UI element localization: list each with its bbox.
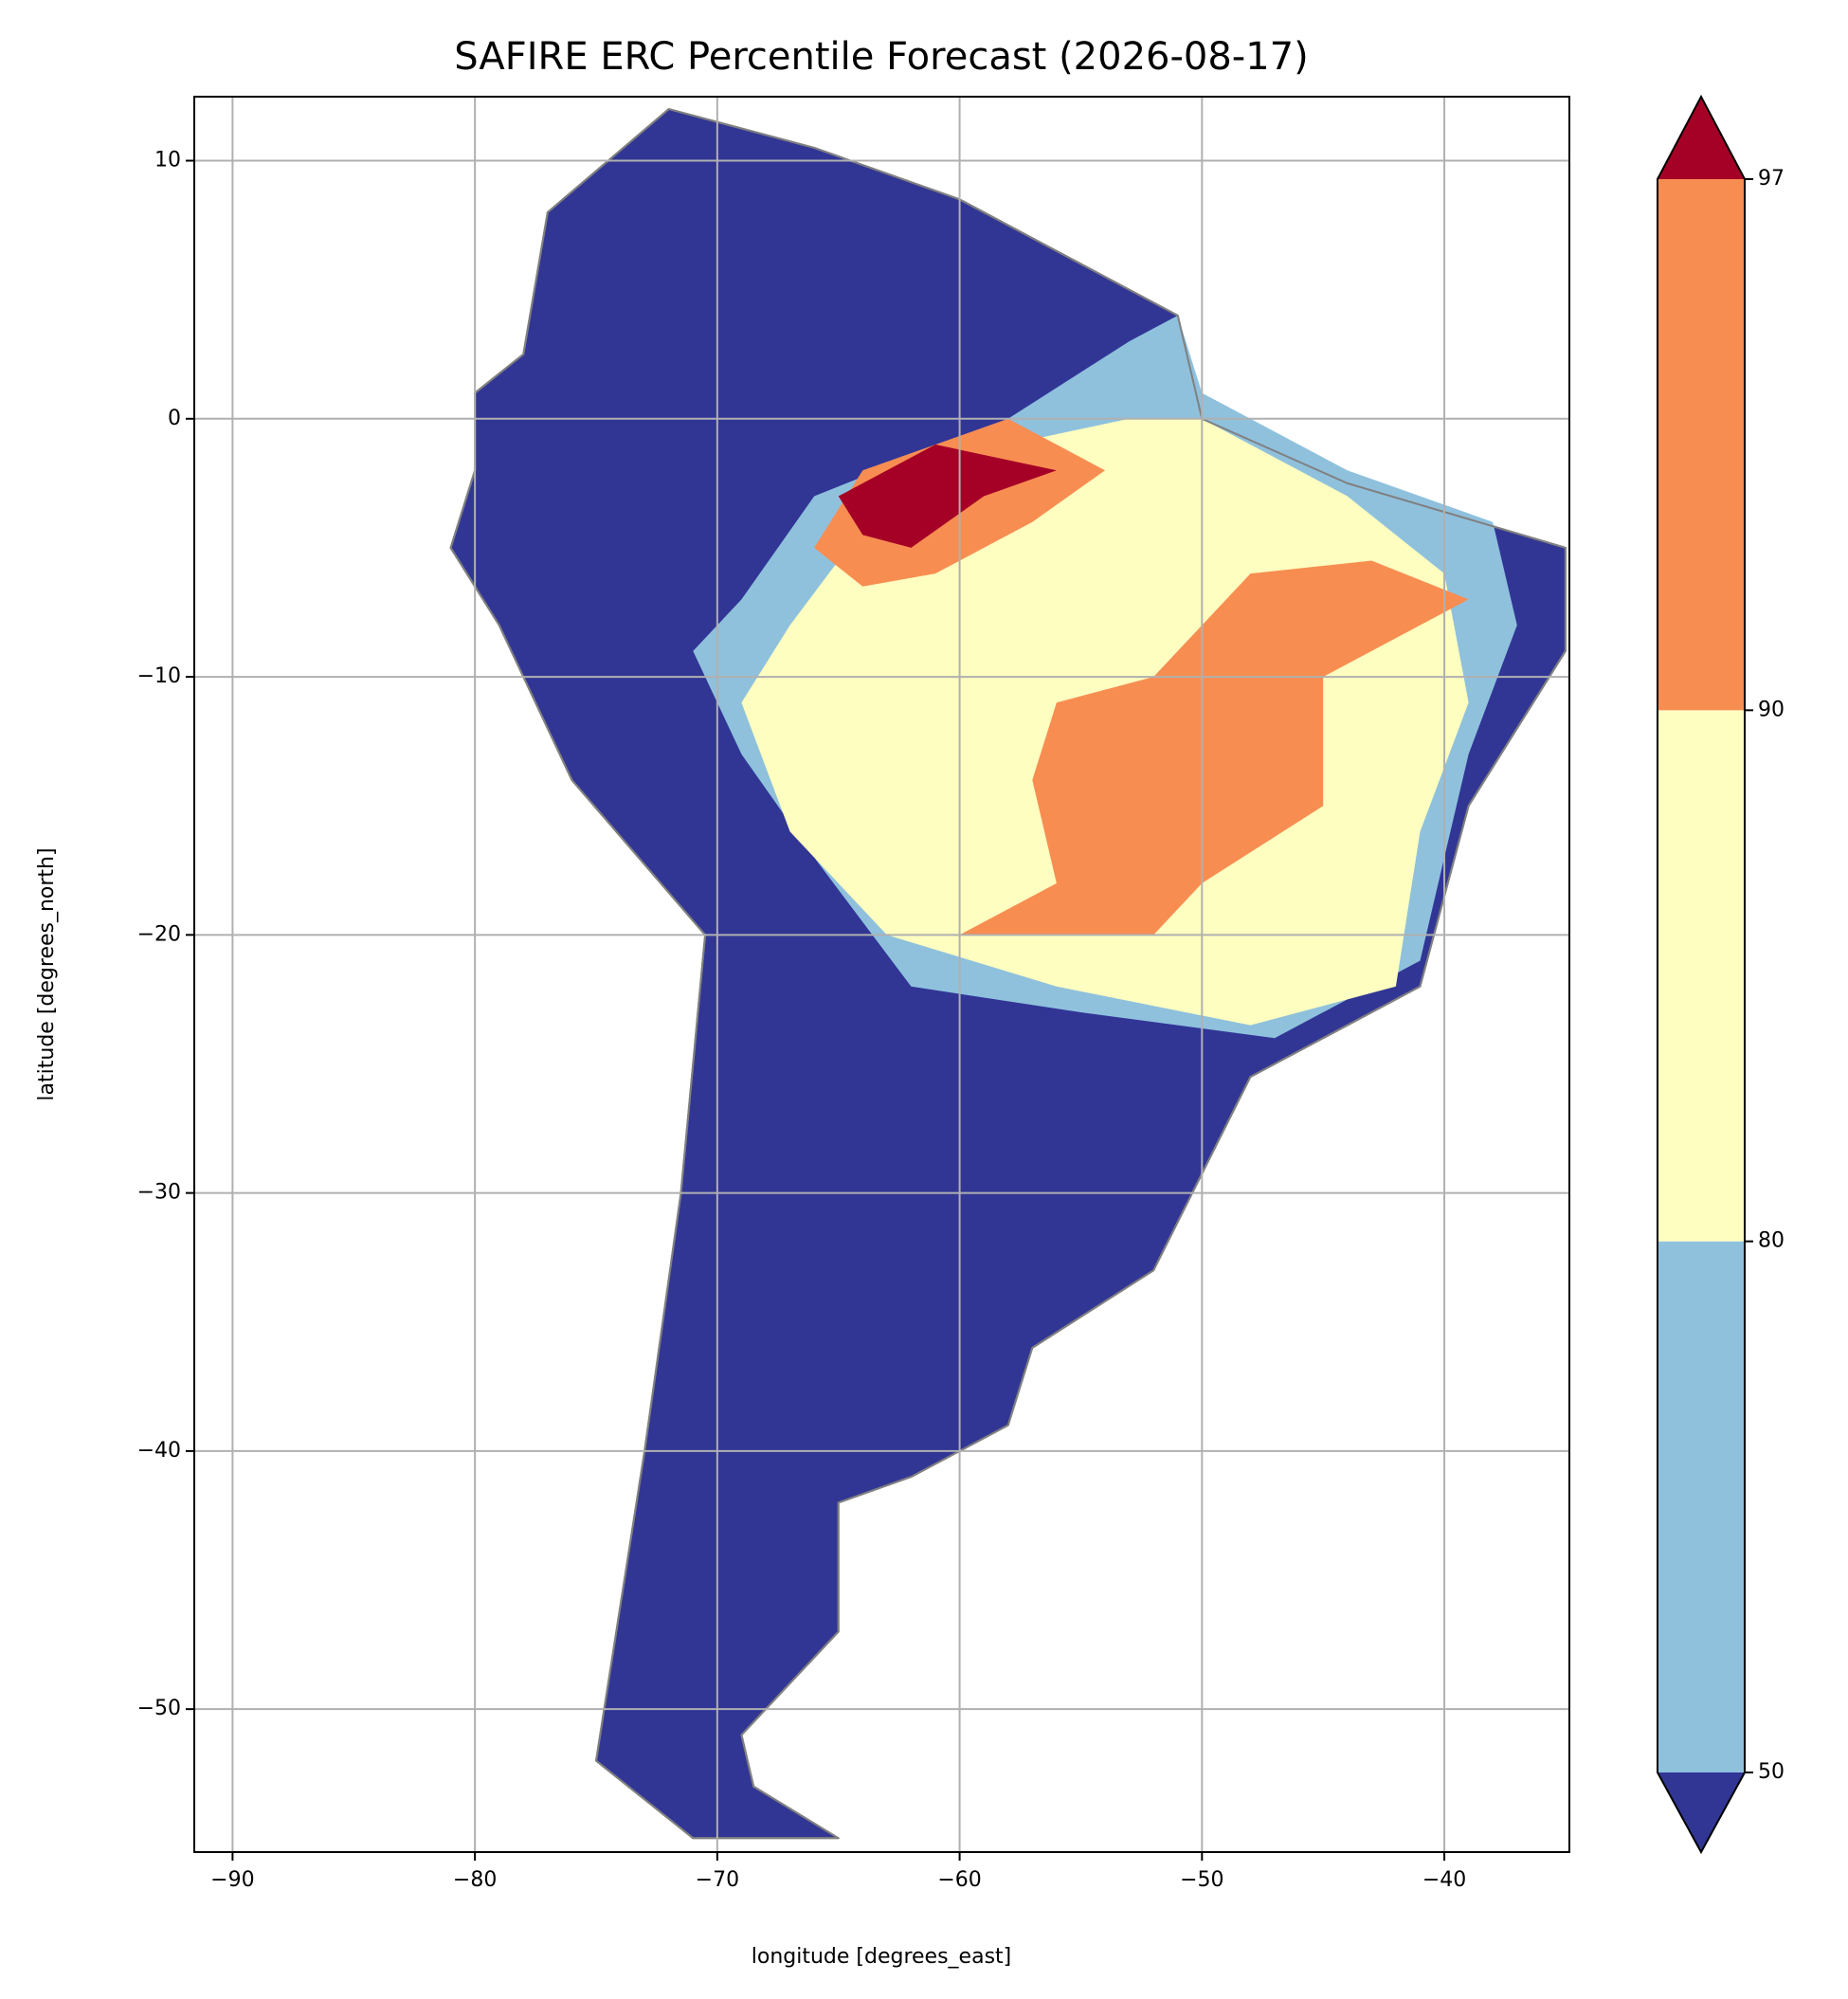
colorbar-tick-label: 80 (1758, 1229, 1785, 1253)
x-tick-label: −90 (210, 1868, 254, 1892)
region-above-97 (838, 445, 1057, 548)
axes-frame (193, 96, 1570, 1853)
colorbar-tick-label: 97 (1758, 167, 1785, 191)
region-90-97 (959, 560, 1469, 936)
colorbar-extend-over (1658, 97, 1745, 179)
grid (194, 97, 1569, 1852)
colorbar-segment (1658, 179, 1745, 711)
colorbar-tick-label: 50 (1758, 1760, 1785, 1784)
x-tick-label: −70 (696, 1868, 739, 1892)
map (451, 109, 1566, 1838)
continent-outline (451, 109, 1566, 1838)
y-axis-label: latitude [degrees_north] (35, 847, 59, 1100)
colorbar-segment (1658, 710, 1745, 1242)
colorbar-tick-label: 90 (1758, 698, 1785, 721)
colorbar-extend-under (1658, 1772, 1745, 1852)
x-tick-label: −50 (1180, 1868, 1223, 1892)
colorbar-segment (1658, 1241, 1745, 1772)
y-tick-label: 10 (154, 149, 181, 173)
y-tick-label: −20 (137, 922, 181, 946)
x-tick-label: −60 (937, 1868, 981, 1892)
y-tick-label: −10 (137, 664, 181, 688)
x-tick-label: −80 (453, 1868, 497, 1892)
map-area (451, 109, 1566, 1838)
x-axis-label: longitude [degrees_east] (752, 1945, 1011, 1969)
y-tick-label: −30 (137, 1181, 181, 1205)
y-tick-label: −50 (137, 1697, 181, 1720)
chart-title: SAFIRE ERC Percentile Forecast (2026-08-… (454, 35, 1309, 79)
y-tick-label: 0 (168, 407, 181, 430)
y-tick-label: −40 (137, 1439, 181, 1463)
x-tick-label: −40 (1422, 1868, 1466, 1892)
